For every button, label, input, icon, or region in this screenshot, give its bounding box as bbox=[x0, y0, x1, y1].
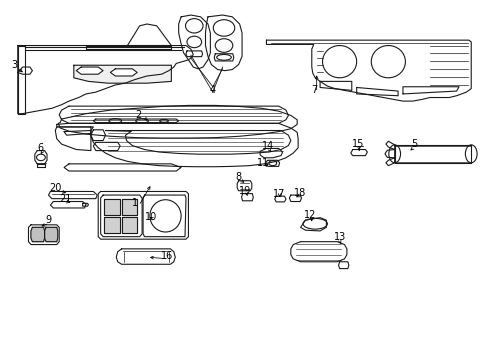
Polygon shape bbox=[402, 87, 458, 94]
Text: 11: 11 bbox=[256, 158, 268, 168]
Text: 20: 20 bbox=[49, 183, 61, 193]
Polygon shape bbox=[266, 40, 470, 101]
Polygon shape bbox=[237, 181, 251, 191]
Polygon shape bbox=[91, 130, 105, 140]
Polygon shape bbox=[260, 148, 282, 158]
Polygon shape bbox=[64, 131, 91, 135]
Polygon shape bbox=[385, 141, 394, 149]
Polygon shape bbox=[384, 149, 394, 158]
Text: 15: 15 bbox=[351, 139, 364, 149]
Polygon shape bbox=[205, 15, 242, 71]
Text: 7: 7 bbox=[310, 85, 317, 95]
Polygon shape bbox=[385, 158, 394, 166]
Polygon shape bbox=[104, 199, 120, 215]
Text: 1: 1 bbox=[131, 198, 138, 208]
Polygon shape bbox=[93, 119, 178, 123]
Polygon shape bbox=[104, 217, 120, 233]
Polygon shape bbox=[338, 262, 348, 269]
Text: 18: 18 bbox=[293, 188, 305, 198]
Text: 8: 8 bbox=[235, 172, 241, 182]
Text: 13: 13 bbox=[333, 232, 345, 242]
Text: 3: 3 bbox=[11, 60, 18, 70]
Polygon shape bbox=[101, 195, 142, 237]
Polygon shape bbox=[82, 203, 88, 206]
Text: 12: 12 bbox=[304, 210, 316, 220]
Text: 14: 14 bbox=[261, 141, 273, 151]
Text: 10: 10 bbox=[144, 212, 157, 221]
Polygon shape bbox=[86, 45, 171, 49]
Polygon shape bbox=[50, 202, 86, 208]
Text: 21: 21 bbox=[59, 194, 71, 204]
Polygon shape bbox=[44, 227, 58, 242]
Polygon shape bbox=[55, 127, 91, 150]
Polygon shape bbox=[76, 67, 103, 74]
Polygon shape bbox=[289, 195, 301, 202]
Polygon shape bbox=[48, 192, 97, 199]
Polygon shape bbox=[274, 196, 285, 202]
Polygon shape bbox=[178, 15, 210, 69]
Polygon shape bbox=[122, 217, 137, 233]
Polygon shape bbox=[93, 142, 120, 150]
Polygon shape bbox=[122, 199, 137, 215]
Text: 17: 17 bbox=[273, 189, 285, 199]
Polygon shape bbox=[290, 242, 346, 262]
Polygon shape bbox=[98, 192, 188, 239]
Polygon shape bbox=[110, 69, 137, 76]
Text: 9: 9 bbox=[45, 215, 51, 225]
Polygon shape bbox=[37, 164, 44, 167]
Polygon shape bbox=[265, 160, 279, 166]
Polygon shape bbox=[18, 67, 32, 74]
Polygon shape bbox=[64, 164, 181, 171]
Text: 2: 2 bbox=[135, 111, 142, 121]
Polygon shape bbox=[35, 150, 47, 164]
Polygon shape bbox=[74, 65, 171, 83]
Polygon shape bbox=[58, 105, 297, 138]
Text: 19: 19 bbox=[239, 186, 251, 197]
Polygon shape bbox=[300, 218, 326, 231]
Polygon shape bbox=[394, 145, 470, 163]
Polygon shape bbox=[105, 131, 290, 154]
Polygon shape bbox=[350, 149, 366, 156]
Polygon shape bbox=[116, 249, 175, 264]
Polygon shape bbox=[18, 45, 25, 114]
Text: 4: 4 bbox=[209, 85, 215, 95]
Polygon shape bbox=[18, 45, 193, 114]
Polygon shape bbox=[59, 106, 288, 123]
Polygon shape bbox=[143, 195, 185, 237]
Polygon shape bbox=[57, 123, 298, 167]
Polygon shape bbox=[214, 54, 233, 61]
Polygon shape bbox=[28, 225, 59, 244]
Polygon shape bbox=[241, 194, 253, 201]
Polygon shape bbox=[31, 227, 44, 242]
Text: 16: 16 bbox=[161, 251, 173, 261]
Text: 5: 5 bbox=[410, 139, 416, 149]
Polygon shape bbox=[127, 24, 171, 45]
Text: 6: 6 bbox=[38, 143, 43, 153]
Polygon shape bbox=[320, 81, 351, 90]
Polygon shape bbox=[356, 87, 397, 96]
Polygon shape bbox=[185, 51, 202, 57]
